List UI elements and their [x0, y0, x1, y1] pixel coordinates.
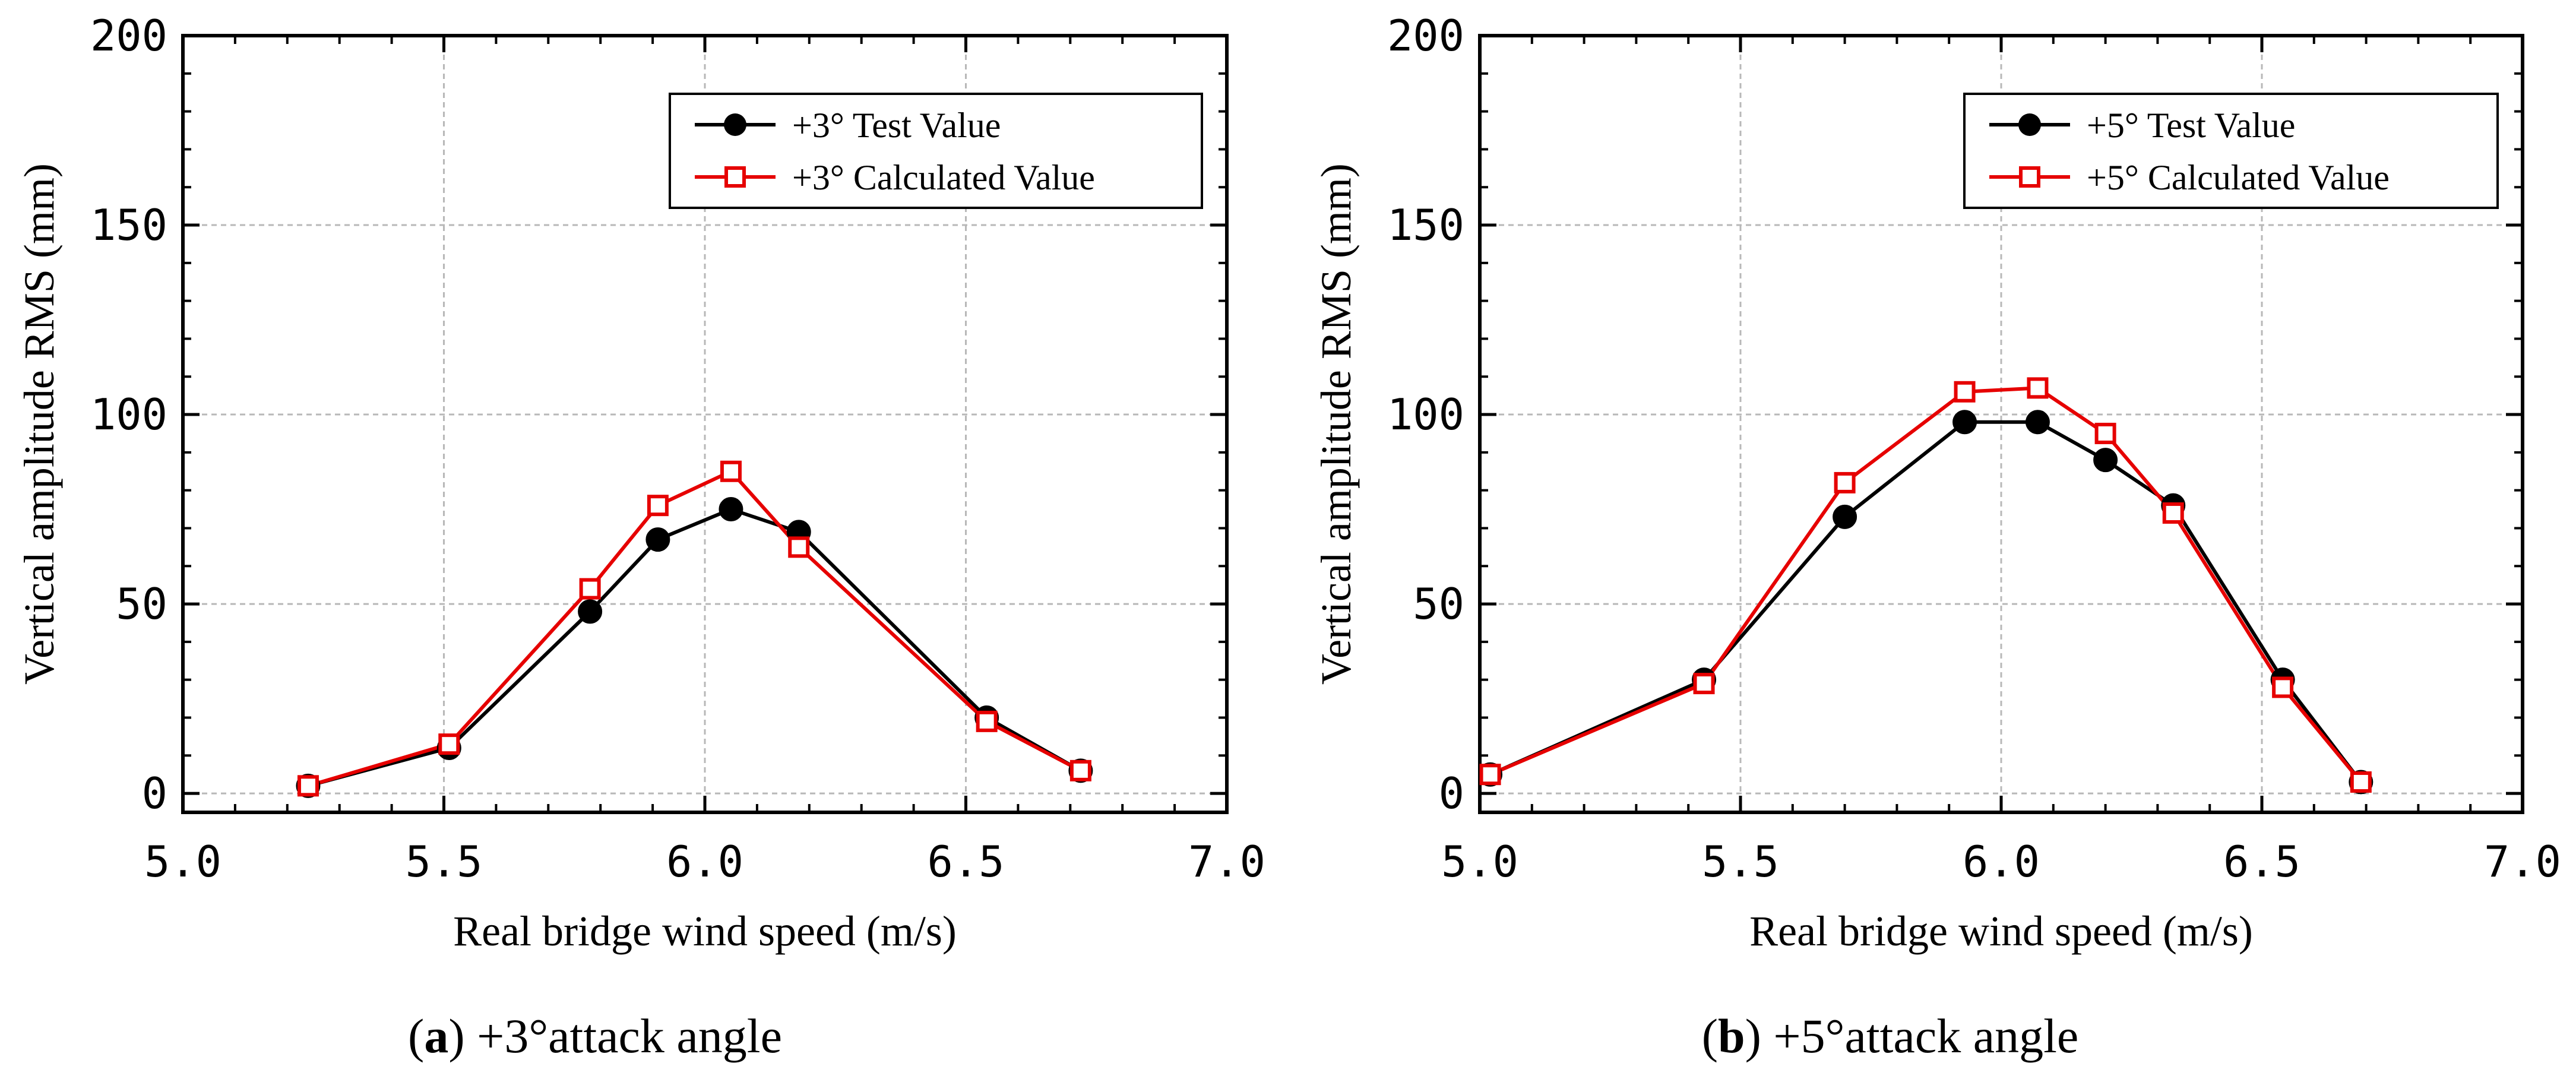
chart-b-calculated-point — [2162, 502, 2184, 524]
caption-b: (b) +5°attack angle — [1702, 1009, 2079, 1063]
chart-a-xtick-label: 6.5 — [927, 837, 1004, 887]
chart-a-xtick-label: 7.0 — [1188, 837, 1265, 887]
chart-a-calculated-point — [297, 775, 319, 797]
chart-b-series-calculated-line — [1489, 386, 2363, 783]
chart-a-legend-swatch-marker — [724, 113, 746, 136]
chart-b-legend-label: +5° Test Value — [2087, 106, 2295, 145]
caption-a-text: +3°attack angle — [477, 1009, 782, 1063]
chart-b-ytick-label: 50 — [1413, 579, 1464, 629]
chart-a-calculated-point — [976, 710, 998, 732]
chart-b-xtick-label: 5.5 — [1702, 837, 1779, 887]
caption-b-letter: b — [1718, 1009, 1745, 1063]
chart-b-calculated-point — [1693, 673, 1715, 695]
chart-a-test-point — [645, 527, 670, 552]
chart-b-test-point — [1952, 410, 1977, 435]
chart-a-calculated-point — [720, 460, 742, 482]
caption-b-text: +5°attack angle — [1773, 1009, 2078, 1063]
chart-b-xtick-label: 5.0 — [1441, 837, 1518, 887]
chart-b-plot-frame — [1478, 34, 2524, 814]
chart-panel-b: 5.0 5.5 6.0 6.5 7.0 0 50 100 150 200 Real bridge w… — [1312, 11, 2561, 955]
chart-b-x-axis-title: Real bridge wind speed (m/s) — [1749, 907, 2253, 955]
chart-b-calculated-point — [2027, 377, 2049, 399]
chart-b-legend-swatch-marker — [2019, 166, 2040, 188]
chart-a-x-axis-title: Real bridge wind speed (m/s) — [453, 907, 957, 955]
chart-a-legend-label: +3° Calculated Value — [792, 158, 1095, 197]
chart-a-legend-label: +3° Test Value — [792, 106, 1001, 145]
chart-a-calculated-point — [438, 733, 460, 755]
chart-b-calculated-point — [1479, 764, 1501, 786]
caption-a: (a) +3°attack angle — [408, 1009, 782, 1063]
chart-a-xtick-label: 5.5 — [405, 837, 482, 887]
chart-b-xtick-label: 6.0 — [1963, 837, 2040, 887]
chart-b-xtick-label: 7.0 — [2484, 837, 2561, 887]
chart-b-legend-swatch-marker — [2018, 113, 2041, 136]
chart-b-test-point — [2093, 448, 2118, 473]
chart-b-ytick-label: 100 — [1387, 390, 1464, 439]
chart-a-series-calculated-line — [308, 469, 1082, 788]
chart-b-xtick-label: 6.5 — [2223, 837, 2300, 887]
chart-b-test-point — [1833, 504, 1857, 529]
chart-b-legend-label: +5° Calculated Value — [2087, 158, 2390, 197]
chart-a-series-test-line — [308, 507, 1082, 788]
chart-b-calculated-point — [2094, 422, 2116, 444]
chart-a-calculated-point — [788, 536, 810, 558]
chart-a-ytick-label: 150 — [90, 200, 167, 250]
chart-b-legend-box — [1963, 93, 2499, 209]
chart-a-ytick-label: 50 — [116, 579, 167, 629]
chart-a-calculated-point — [579, 578, 601, 600]
chart-b-calculated-point — [2272, 676, 2294, 698]
chart-a-ytick-label: 100 — [90, 390, 167, 439]
chart-a-y-axis-title: Vertical amplitude RMS (mm) — [15, 163, 63, 685]
chart-b-calculated-point — [2350, 771, 2372, 793]
chart-b-test-point — [2025, 410, 2050, 435]
chart-a-legend-swatch-marker — [724, 166, 746, 188]
chart-a-xtick-label: 5.0 — [144, 837, 221, 887]
chart-a-legend-box — [669, 93, 1203, 209]
chart-a-ytick-label: 0 — [142, 768, 167, 818]
chart-b-calculated-point — [1834, 471, 1856, 493]
chart-b-ytick-label: 0 — [1439, 768, 1464, 818]
chart-a-calculated-point — [1069, 759, 1091, 781]
chart-panel-a: 5.0 5.5 6.0 6.5 7.0 0 50 100 150 200 Real bridge w… — [15, 11, 1265, 955]
chart-b-ytick-label: 200 — [1387, 11, 1464, 61]
chart-a-test-point — [578, 599, 603, 624]
chart-a-calculated-point — [647, 495, 669, 517]
chart-a-plot-frame — [181, 34, 1229, 814]
chart-b-y-axis-title: Vertical amplitude RMS (mm) — [1312, 163, 1360, 685]
chart-a-ytick-label: 200 — [90, 11, 167, 61]
chart-a-test-point — [719, 497, 743, 522]
caption-a-letter: a — [424, 1009, 448, 1063]
chart-a-xtick-label: 6.0 — [666, 837, 743, 887]
chart-b-calculated-point — [1954, 381, 1976, 403]
chart-b-ytick-label: 150 — [1387, 200, 1464, 250]
